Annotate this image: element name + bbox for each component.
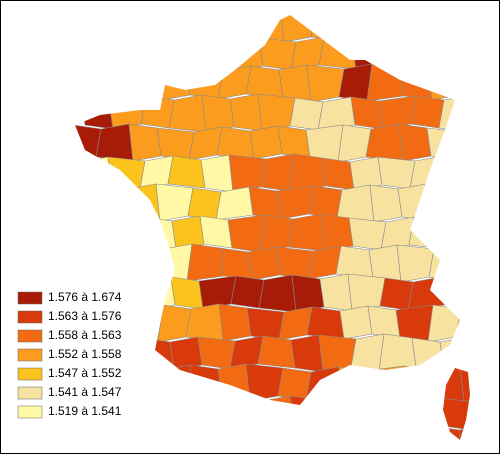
department	[197, 336, 236, 370]
legend-swatch	[17, 310, 43, 324]
department	[218, 303, 252, 342]
department	[249, 125, 283, 160]
department	[410, 95, 445, 129]
department	[228, 154, 267, 193]
department	[367, 305, 401, 339]
legend-swatch	[17, 386, 43, 400]
department	[377, 156, 416, 190]
department	[365, 123, 404, 162]
legend-label: 1.563 à 1.576	[48, 309, 122, 323]
legend-label: 1.547 à 1.552	[48, 366, 122, 380]
department	[170, 276, 204, 310]
department	[369, 184, 403, 223]
department	[290, 334, 324, 373]
department	[171, 215, 205, 250]
legend-swatch	[17, 367, 43, 381]
legend-swatch	[17, 348, 43, 362]
department	[246, 307, 285, 341]
department	[347, 273, 386, 312]
department	[306, 64, 345, 103]
department	[201, 94, 235, 133]
department	[288, 153, 327, 192]
department	[459, 364, 470, 403]
department	[257, 335, 296, 369]
legend-swatch	[17, 405, 43, 419]
legend-label: 1.558 à 1.563	[48, 328, 122, 342]
department	[275, 246, 314, 280]
department	[248, 186, 282, 220]
department	[186, 243, 225, 282]
department	[219, 247, 253, 281]
legend-label: 1.519 à 1.541	[48, 404, 122, 418]
department	[200, 154, 234, 193]
legend-swatch	[17, 291, 43, 305]
department	[199, 215, 233, 249]
department	[289, 97, 324, 131]
department	[321, 157, 355, 191]
department	[229, 93, 263, 132]
legend-swatch	[17, 329, 43, 343]
department	[368, 244, 402, 283]
department	[335, 245, 374, 279]
department	[187, 187, 222, 221]
department	[260, 153, 295, 192]
department	[168, 94, 207, 133]
department	[247, 246, 281, 281]
department	[230, 275, 265, 309]
department	[215, 186, 254, 221]
department	[317, 96, 356, 131]
department	[320, 213, 354, 252]
department	[277, 367, 312, 401]
department	[155, 183, 194, 222]
department	[379, 277, 414, 311]
department	[227, 214, 266, 253]
department	[169, 336, 203, 371]
department	[185, 303, 224, 342]
department	[396, 244, 435, 283]
department	[278, 64, 312, 103]
department	[257, 93, 296, 132]
legend-label: 1.552 à 1.558	[48, 347, 122, 361]
department	[378, 333, 417, 372]
legend-label: 1.541 à 1.547	[48, 385, 122, 399]
department	[277, 125, 311, 159]
department	[291, 274, 325, 313]
department	[128, 123, 162, 162]
department	[350, 96, 384, 130]
department	[216, 126, 255, 160]
department	[349, 156, 383, 191]
department	[95, 123, 134, 162]
department	[339, 305, 373, 340]
department	[287, 213, 326, 252]
department	[338, 63, 373, 102]
department	[167, 155, 206, 189]
department	[319, 273, 353, 312]
department	[336, 184, 375, 223]
department	[308, 185, 343, 219]
department	[258, 274, 297, 313]
department	[276, 185, 315, 220]
legend: 1.576 à 1.674 1.563 à 1.576 1.558 à 1.563 1…	[17, 290, 122, 419]
department	[350, 333, 385, 372]
legend-label: 1.576 à 1.674	[48, 290, 122, 304]
department	[348, 217, 387, 251]
department	[306, 306, 345, 340]
department	[156, 127, 195, 161]
department	[245, 65, 284, 99]
department	[398, 123, 432, 162]
